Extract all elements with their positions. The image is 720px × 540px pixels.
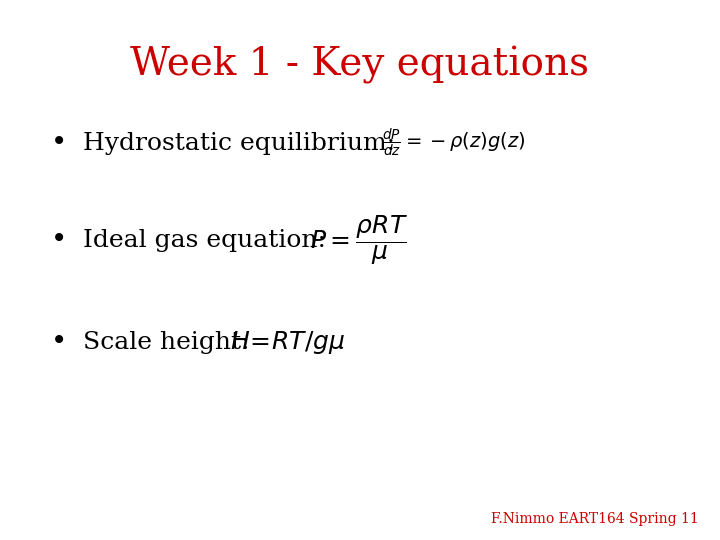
Text: •: • xyxy=(50,329,67,356)
Text: •: • xyxy=(50,130,67,157)
Text: F.Nimmo EART164 Spring 11: F.Nimmo EART164 Spring 11 xyxy=(490,512,698,526)
Text: •: • xyxy=(50,227,67,254)
Text: $\frac{dP}{dz} = -\rho(z)g(z)$: $\frac{dP}{dz} = -\rho(z)g(z)$ xyxy=(382,127,525,159)
Text: Ideal gas equation:: Ideal gas equation: xyxy=(83,229,334,252)
Text: Scale height:: Scale height: xyxy=(83,332,258,354)
Text: $H\!=\!RT/g\mu$: $H\!=\!RT/g\mu$ xyxy=(230,329,346,356)
Text: Week 1 - Key equations: Week 1 - Key equations xyxy=(130,46,590,84)
Text: $P = \dfrac{\rho RT}{\mu}$: $P = \dfrac{\rho RT}{\mu}$ xyxy=(310,213,408,267)
Text: Hydrostatic equilibrium:: Hydrostatic equilibrium: xyxy=(83,132,403,154)
